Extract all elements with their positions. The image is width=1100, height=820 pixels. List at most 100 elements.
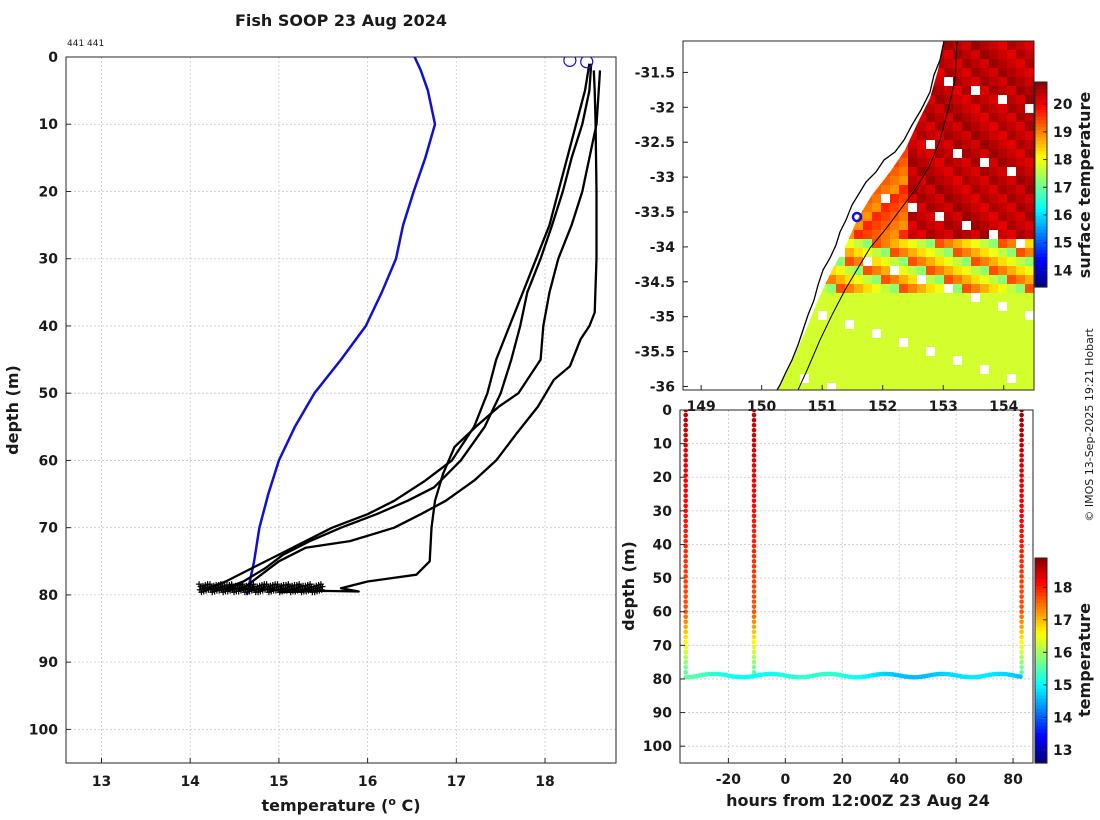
sst-cell — [1016, 230, 1025, 239]
sst-cell — [926, 356, 935, 365]
section-point — [1019, 538, 1024, 544]
sst-cell — [980, 239, 989, 248]
section-point — [683, 574, 688, 579]
section-y-tick-label: 40 — [653, 537, 673, 553]
section-point — [683, 538, 688, 544]
sst-colorbar-band — [1035, 232, 1047, 237]
sst-cell — [944, 311, 953, 320]
surface-marker — [580, 57, 594, 69]
sst-cell — [881, 176, 890, 185]
sst-cell — [917, 122, 926, 131]
sst-cell — [827, 338, 836, 347]
sst-cell — [1025, 347, 1034, 356]
sst-colorbar-band — [1035, 222, 1047, 227]
station-marker — [851, 211, 863, 223]
section-point — [683, 564, 688, 569]
sst-cell — [980, 212, 989, 221]
sst-cell — [818, 365, 827, 374]
temperature-colorbar-band — [1035, 585, 1047, 590]
map-y-tick-label: -36 — [650, 380, 675, 396]
sst-cell — [836, 257, 845, 266]
sst-cell — [791, 356, 800, 365]
sst-cell — [908, 239, 917, 248]
sst-cell — [971, 122, 980, 131]
sst-cell — [1025, 176, 1034, 185]
section-point — [751, 448, 757, 453]
sst-cell — [854, 356, 863, 365]
sst-cell — [980, 50, 989, 59]
x-tick-label: 16 — [358, 774, 377, 790]
section-point — [1019, 599, 1024, 604]
sst-cell — [917, 302, 926, 311]
section-point — [1019, 518, 1024, 524]
sst-cell — [890, 185, 899, 194]
sst-cell — [1025, 167, 1034, 176]
sst-cell — [899, 266, 908, 275]
sst-cell — [980, 374, 989, 383]
sst-cell — [809, 374, 818, 383]
sst-colorbar-band — [1035, 242, 1047, 247]
sst-cell — [890, 365, 899, 374]
section-point — [1019, 427, 1024, 433]
section-point — [683, 594, 688, 599]
sst-cell — [863, 230, 872, 239]
section-point — [683, 437, 688, 443]
sst-cell — [944, 293, 953, 302]
sst-cell — [899, 293, 908, 302]
section-point — [751, 443, 757, 448]
sst-cell — [899, 230, 908, 239]
sst-cell — [962, 194, 971, 203]
sst-cell — [818, 374, 827, 383]
sst-cell — [809, 356, 818, 365]
sst-cell — [998, 113, 1007, 122]
sst-colorbar-band — [1035, 153, 1047, 158]
section-point — [751, 634, 757, 640]
sst-cell — [899, 383, 908, 390]
sst-cell — [1025, 365, 1034, 374]
sst-cell — [935, 158, 944, 167]
sst-cell — [998, 212, 1007, 221]
temperature-colorbar: 13 14 15 16 17 18 — [1034, 557, 1073, 764]
sst-cell — [863, 311, 872, 320]
temperature-colorbar-band — [1035, 568, 1047, 573]
sst-cell — [917, 113, 926, 122]
sst-cell — [899, 311, 908, 320]
sst-colorbar-band — [1035, 187, 1047, 192]
section-point — [683, 589, 688, 594]
sst-cell — [872, 275, 881, 284]
temperature-colorbar-band — [1035, 759, 1047, 764]
sst-cell — [935, 338, 944, 347]
sst-cell — [1007, 185, 1016, 194]
sst-cell — [953, 257, 962, 266]
section-point — [683, 558, 688, 564]
sst-cell — [944, 86, 953, 95]
temperature-colorbar-frame — [1034, 557, 1048, 764]
sst-cell — [935, 320, 944, 329]
sst-cell — [962, 176, 971, 185]
section-point — [1019, 523, 1024, 529]
sst-cell — [809, 365, 818, 374]
sst-cell — [1007, 95, 1016, 104]
sst-cell — [1025, 95, 1034, 104]
sst-cell — [953, 347, 962, 356]
sst-cell — [854, 293, 863, 302]
sst-cell — [908, 284, 917, 293]
sst-cell — [926, 185, 935, 194]
sst-cell — [944, 194, 953, 203]
sst-cell — [890, 230, 899, 239]
map-ticks: -31.5 -32 -32.5 -33 -33.5 -34 -34.5 -35 -35.5 -36… — [635, 65, 1019, 415]
sst-cell — [926, 284, 935, 293]
sst-cell — [989, 302, 998, 311]
sst-cell — [989, 194, 998, 203]
section-point — [1019, 453, 1024, 458]
sst-cell — [845, 347, 854, 356]
section-point — [1019, 498, 1024, 504]
sst-cell — [998, 311, 1007, 320]
map-x-tick-label: 149 — [687, 399, 716, 415]
sst-cell — [998, 122, 1007, 131]
sst-cell — [989, 50, 998, 59]
sst-cell — [971, 176, 980, 185]
sst-cell — [1025, 293, 1034, 302]
sst-cell — [1025, 131, 1034, 140]
sst-cell — [980, 293, 989, 302]
